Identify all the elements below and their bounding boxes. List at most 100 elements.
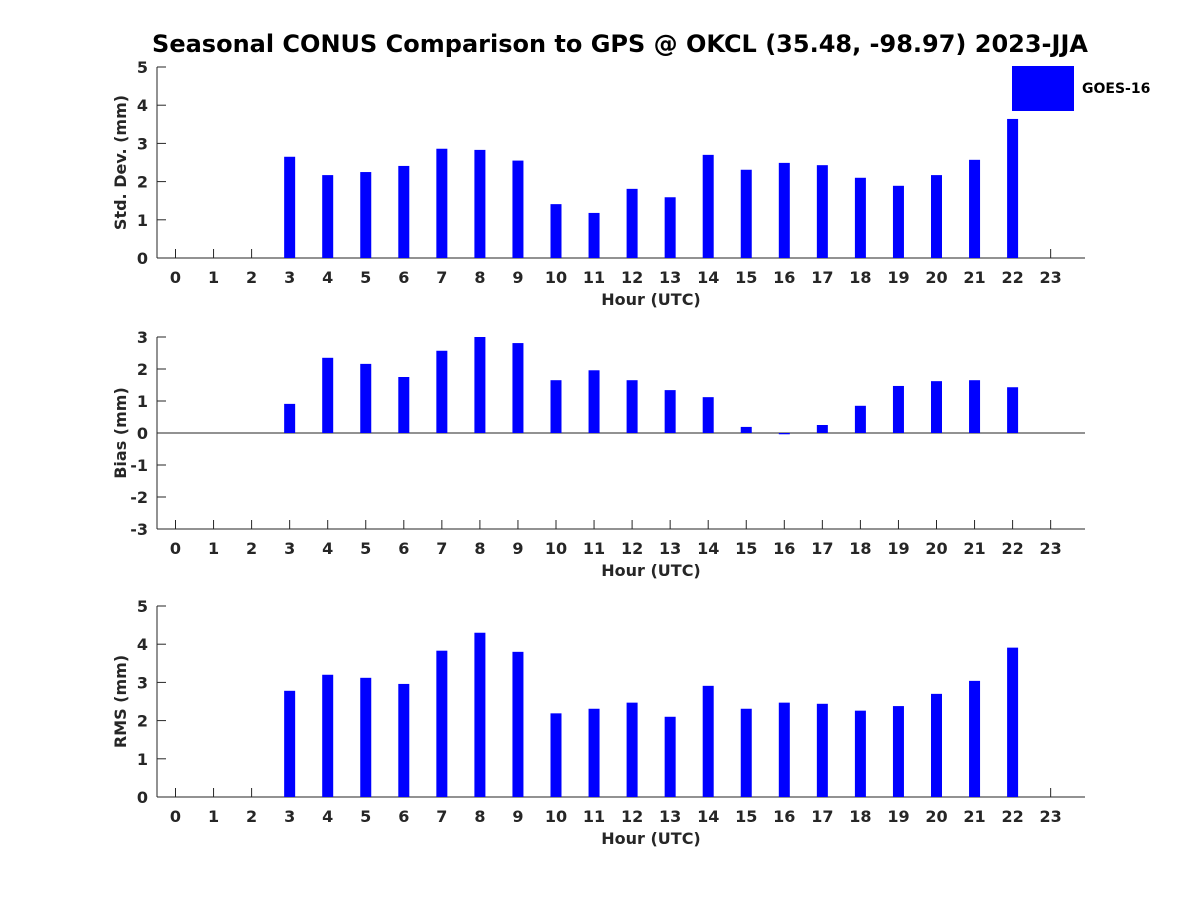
x-tick-label: 17 (811, 268, 833, 287)
bar-hour-7 (436, 650, 448, 797)
x-tick-label: 3 (284, 539, 295, 558)
y-tick-label: 1 (137, 750, 148, 769)
x-axis-label: Hour (UTC) (601, 290, 701, 309)
x-tick-label: 11 (583, 539, 605, 558)
bar-hour-18 (854, 405, 866, 433)
x-tick-label: 19 (887, 807, 909, 826)
x-tick-label: 22 (1001, 539, 1023, 558)
y-tick-label: 3 (137, 134, 148, 153)
y-tick-label: 2 (137, 712, 148, 731)
x-tick-label: 7 (436, 268, 447, 287)
bar-hour-14 (702, 154, 714, 258)
bar-hour-12 (626, 188, 638, 258)
x-tick-label: 8 (474, 807, 485, 826)
y-axis-label: RMS (mm) (111, 655, 130, 748)
x-tick-label: 0 (170, 539, 181, 558)
x-tick-label: 16 (773, 807, 795, 826)
bar-hour-14 (702, 397, 714, 433)
x-tick-label: 23 (1040, 807, 1062, 826)
bar-hour-9 (512, 343, 524, 433)
bar-hour-3 (284, 690, 296, 797)
bar-hour-4 (322, 674, 334, 797)
bar-hour-18 (854, 177, 866, 258)
bar-hour-12 (626, 380, 638, 433)
bar-hour-13 (664, 390, 676, 433)
bar-hour-19 (892, 706, 904, 797)
bar-hour-10 (550, 380, 562, 433)
x-tick-label: 19 (887, 539, 909, 558)
bar-hour-5 (360, 677, 372, 797)
y-tick-label: -3 (130, 520, 148, 539)
x-tick-label: 4 (322, 539, 333, 558)
y-tick-label: 0 (137, 424, 148, 443)
x-tick-label: 16 (773, 539, 795, 558)
bar-hour-13 (664, 197, 676, 258)
bar-hour-3 (284, 156, 296, 258)
bar-hour-6 (398, 377, 410, 433)
bar-hour-13 (664, 716, 676, 797)
bar-hour-20 (931, 693, 942, 797)
x-tick-label: 13 (659, 268, 681, 287)
y-tick-label: 2 (137, 173, 148, 192)
y-tick-label: 1 (137, 211, 148, 230)
x-tick-label: 5 (360, 268, 371, 287)
bar-hour-16 (778, 702, 790, 797)
bar-hour-8 (474, 632, 486, 797)
bar-hour-6 (398, 165, 410, 258)
y-tick-label: 0 (137, 249, 148, 268)
x-tick-label: 23 (1040, 268, 1062, 287)
chart-title: Seasonal CONUS Comparison to GPS @ OKCL … (152, 30, 1088, 58)
bar-hour-5 (360, 172, 372, 258)
bar-hour-17 (816, 703, 828, 797)
y-axis-label: Std. Dev. (mm) (111, 95, 130, 230)
bar-hour-18 (854, 710, 866, 797)
x-tick-label: 8 (474, 268, 485, 287)
bar-hour-7 (436, 350, 448, 433)
y-tick-label: -1 (130, 456, 148, 475)
bar-hour-10 (550, 713, 562, 797)
x-tick-label: 10 (545, 268, 567, 287)
x-tick-label: 10 (545, 539, 567, 558)
bar-hour-20 (931, 381, 942, 433)
y-tick-label: 3 (137, 673, 148, 692)
x-tick-label: 15 (735, 539, 757, 558)
bar-hour-11 (588, 212, 600, 258)
x-tick-label: 12 (621, 539, 643, 558)
x-tick-label: 14 (697, 807, 719, 826)
x-tick-label: 6 (398, 268, 409, 287)
x-tick-label: 7 (436, 539, 447, 558)
x-axis-label: Hour (UTC) (601, 561, 701, 580)
bar-hour-15 (740, 708, 752, 797)
bar-hour-6 (398, 683, 410, 797)
x-tick-label: 8 (474, 539, 485, 558)
y-tick-label: 2 (137, 360, 148, 379)
x-tick-label: 18 (849, 539, 871, 558)
x-tick-label: 13 (659, 807, 681, 826)
bar-hour-11 (588, 708, 600, 797)
x-tick-label: 16 (773, 268, 795, 287)
x-tick-label: 15 (735, 268, 757, 287)
y-tick-label: 4 (137, 635, 148, 654)
x-tick-label: 19 (887, 268, 909, 287)
x-axis-label: Hour (UTC) (601, 829, 701, 848)
x-tick-label: 7 (436, 807, 447, 826)
bar-hour-8 (474, 337, 486, 433)
bar-hour-16 (778, 162, 790, 258)
bar-hour-20 (931, 175, 942, 258)
x-tick-label: 10 (545, 807, 567, 826)
x-tick-label: 0 (170, 268, 181, 287)
x-tick-label: 14 (697, 539, 719, 558)
y-tick-label: 0 (137, 788, 148, 807)
y-tick-label: 5 (137, 58, 148, 77)
y-tick-label: 5 (137, 597, 148, 616)
y-tick-label: 4 (137, 96, 148, 115)
x-tick-label: 22 (1001, 268, 1023, 287)
bar-hour-15 (740, 169, 752, 258)
bar-hour-21 (969, 159, 981, 258)
x-tick-label: 20 (925, 539, 947, 558)
x-tick-label: 23 (1040, 539, 1062, 558)
x-tick-label: 5 (360, 539, 371, 558)
x-tick-label: 13 (659, 539, 681, 558)
bar-hour-5 (360, 363, 372, 433)
x-tick-label: 21 (963, 807, 985, 826)
